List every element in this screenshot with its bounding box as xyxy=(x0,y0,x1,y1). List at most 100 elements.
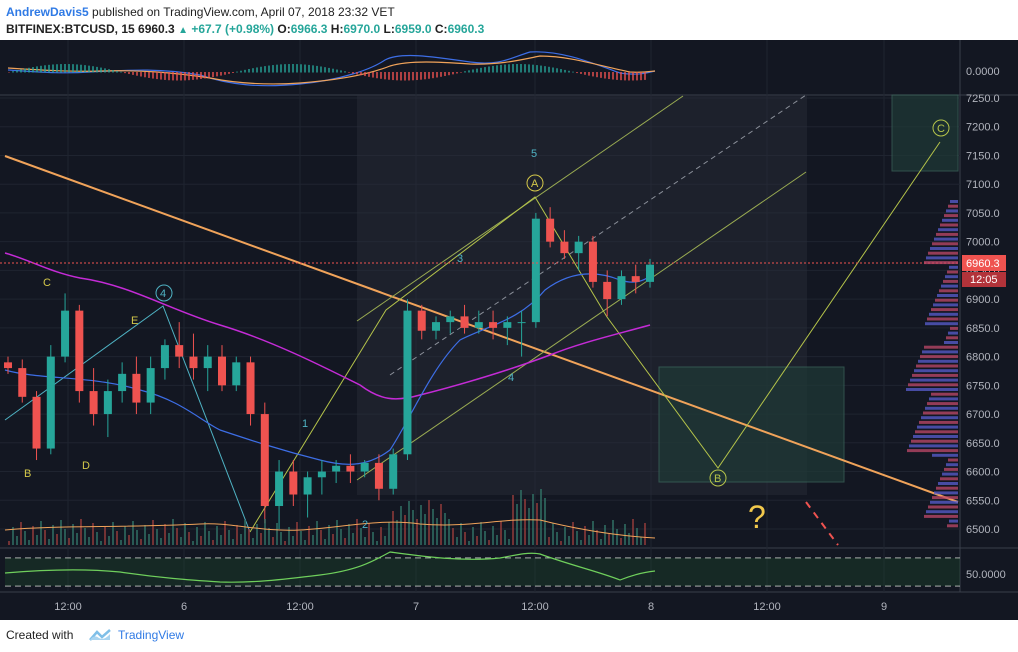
candle-body xyxy=(260,414,269,507)
macd-hist-bar xyxy=(644,72,646,80)
volume-bar xyxy=(620,538,622,545)
volume-bar xyxy=(556,532,558,545)
macd-hist-bar xyxy=(532,64,534,73)
volume-bar xyxy=(32,526,34,545)
macd-hist-bar xyxy=(608,72,610,80)
volume-bar xyxy=(156,529,158,545)
tradingview-logo-icon xyxy=(89,629,111,641)
high-value: 6970.0 xyxy=(343,22,381,36)
time-tick-label: 12:00 xyxy=(521,601,549,613)
macd-hist-bar xyxy=(196,72,198,80)
candle-body xyxy=(32,396,41,449)
volume-bar xyxy=(436,518,438,545)
macd-hist-bar xyxy=(444,72,446,77)
macd-hist-bar xyxy=(232,72,234,73)
volume-profile-bar xyxy=(926,510,958,514)
wave-4-circle xyxy=(155,284,173,302)
volume-bar xyxy=(372,532,374,545)
macd-hist-bar xyxy=(520,64,522,73)
time-tick-label: 12:00 xyxy=(286,601,314,613)
volume-bar xyxy=(328,525,330,545)
volume-bar xyxy=(400,506,402,545)
volume-bar xyxy=(364,537,366,545)
volume-profile-bar xyxy=(939,289,958,293)
candle-body xyxy=(61,310,70,357)
volume-profile-bar xyxy=(915,430,958,434)
author-link[interactable]: AndrewDavis5 xyxy=(6,5,89,19)
volume-bar xyxy=(264,519,266,545)
macd-hist-bar xyxy=(376,72,378,79)
price-tick-label: 7000.0 xyxy=(966,237,1000,249)
countdown-tag xyxy=(962,272,1006,287)
low-value: 6959.0 xyxy=(394,22,432,36)
macd-hist-bar xyxy=(304,64,306,73)
macd-hist-bar xyxy=(184,72,186,81)
macd-hist-bar xyxy=(624,72,626,81)
volume-profile-bar xyxy=(946,209,958,213)
candle-body xyxy=(89,391,98,415)
candle-body xyxy=(403,310,412,455)
volume-bar xyxy=(76,533,78,545)
volume-bar xyxy=(396,520,398,545)
volume-bar xyxy=(20,522,22,545)
volume-bar xyxy=(224,521,226,545)
price-tick-label: 6650.0 xyxy=(966,438,1000,450)
volume-bar xyxy=(316,521,318,545)
macd-hist-bar xyxy=(68,64,70,73)
volume-bar xyxy=(448,519,450,545)
volume-profile-bar xyxy=(920,355,958,359)
macd-hist-bar xyxy=(204,72,206,79)
macd-hist-bar xyxy=(104,68,106,73)
volume-bar xyxy=(424,514,426,545)
volume-bar xyxy=(116,531,118,545)
volume-bar xyxy=(236,525,238,545)
macd-hist-bar xyxy=(60,64,62,73)
publish-line: AndrewDavis5 published on TradingView.co… xyxy=(6,5,395,19)
macd-hist-bar xyxy=(288,64,290,73)
open-value: 6966.3 xyxy=(290,22,328,36)
volume-profile-bar xyxy=(924,345,958,349)
volume-profile-bar xyxy=(913,435,958,438)
volume-bar xyxy=(84,528,86,545)
wave-lines-prior xyxy=(4,305,251,533)
tradingview-link[interactable]: TradingView xyxy=(118,628,185,642)
volume-profile-bar xyxy=(944,214,958,218)
macd-hist-bar xyxy=(180,72,182,81)
candle-body xyxy=(560,241,569,254)
macd-hist-bar xyxy=(316,65,318,73)
macd-hist-bar xyxy=(260,66,262,73)
price-chart[interactable]: 0.0000 C E B D 4 xyxy=(0,40,1018,620)
price-tick-label: 7200.0 xyxy=(966,122,1000,134)
volume-profile-bar xyxy=(924,514,958,518)
macd-hist-bar xyxy=(88,65,90,73)
moving-average-slow xyxy=(4,252,651,400)
macd-hist-bar xyxy=(336,69,338,73)
macd-hist-bar xyxy=(252,68,254,73)
macd-hist-bar xyxy=(564,69,566,73)
macd-hist-bar xyxy=(512,64,514,73)
candle-body xyxy=(646,264,654,282)
time-axis: 12:00 6 12:00 7 12:00 8 12:00 9 xyxy=(54,601,887,613)
macd-hist-bar xyxy=(308,64,310,73)
volume-bar xyxy=(192,541,194,545)
macd-hist-bar xyxy=(256,67,258,73)
volume-profile-bar xyxy=(947,524,958,528)
macd-hist-bar xyxy=(64,64,66,73)
candle-body xyxy=(531,218,540,323)
candle-body xyxy=(360,462,369,472)
volume-bar xyxy=(552,523,554,545)
rsi-axis-label: 50.0000 xyxy=(966,569,1006,581)
volume-bar xyxy=(148,534,150,545)
macd-hist-bar xyxy=(500,64,502,73)
macd-hist-bar xyxy=(136,72,138,76)
time-tick-label: 12:00 xyxy=(54,601,82,613)
macd-hist-bar xyxy=(164,72,166,80)
volume-bar xyxy=(384,536,386,545)
macd-hist-bar xyxy=(544,66,546,73)
volume-bar xyxy=(584,526,586,545)
macd-hist-bar xyxy=(420,72,422,80)
volume-profile-bar xyxy=(930,247,958,250)
chart-area[interactable]: 0.0000 C E B D 4 xyxy=(0,40,1018,620)
macd-hist-bar xyxy=(536,65,538,73)
volume-bar xyxy=(216,526,218,545)
